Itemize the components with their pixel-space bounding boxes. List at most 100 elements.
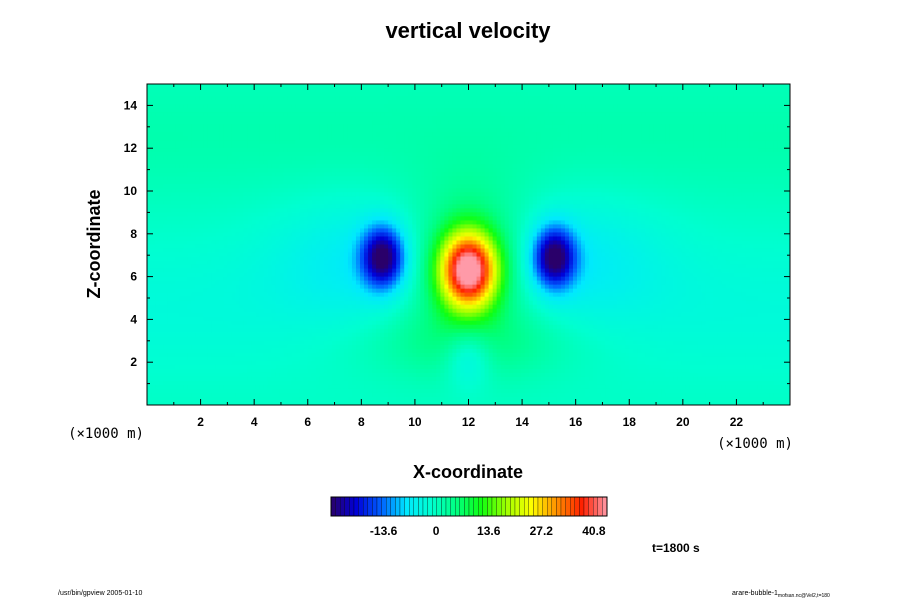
field-cell	[167, 100, 172, 105]
field-cell	[484, 148, 490, 153]
field-cell	[488, 140, 494, 145]
field-cell	[633, 104, 638, 109]
field-cell	[408, 96, 413, 101]
field-cell	[564, 200, 570, 205]
field-cell	[163, 116, 168, 121]
field-cell	[468, 112, 474, 117]
field-cell	[251, 140, 257, 145]
field-cell	[432, 96, 437, 101]
field-cell	[179, 184, 184, 189]
field-cell	[231, 148, 237, 153]
field-cell	[287, 148, 293, 153]
field-cell	[681, 160, 687, 165]
field-cell	[319, 84, 325, 89]
field-cell	[709, 116, 715, 121]
field-cell	[412, 140, 417, 145]
field-cell	[456, 160, 462, 165]
field-cell	[263, 124, 269, 129]
field-cell	[733, 120, 739, 125]
field-cell	[693, 140, 699, 145]
field-cell	[500, 156, 506, 161]
field-cell	[223, 92, 228, 97]
field-cell	[432, 124, 437, 129]
field-cell	[721, 156, 727, 161]
field-cell	[151, 208, 156, 213]
field-cell	[560, 116, 566, 121]
field-cell	[279, 196, 285, 201]
field-cell	[560, 144, 566, 149]
field-cell	[303, 152, 309, 157]
field-cell	[645, 112, 650, 117]
field-cell	[552, 160, 558, 165]
field-cell	[581, 160, 586, 165]
field-cell	[440, 124, 445, 129]
field-cell	[492, 112, 498, 117]
field-cell	[428, 164, 433, 169]
field-cell	[199, 168, 204, 173]
field-cell	[211, 104, 216, 109]
field-cell	[540, 132, 546, 137]
field-cell	[227, 124, 232, 129]
field-cell	[577, 180, 582, 185]
field-cell	[749, 172, 755, 177]
field-cell	[167, 148, 172, 153]
field-cell	[291, 128, 297, 133]
field-cell	[372, 184, 377, 189]
field-cell	[625, 132, 630, 137]
field-cell	[568, 204, 574, 209]
field-cell	[745, 84, 751, 89]
field-cell	[753, 100, 759, 105]
field-cell	[364, 92, 369, 97]
field-cell	[211, 136, 216, 141]
field-cell	[601, 96, 606, 101]
field-cell	[705, 100, 711, 105]
field-cell	[223, 96, 228, 101]
field-cell	[496, 188, 502, 193]
field-cell	[713, 160, 719, 165]
field-cell	[761, 196, 767, 201]
field-cell	[669, 132, 675, 137]
field-cell	[319, 164, 325, 169]
field-cell	[689, 148, 695, 153]
field-cell	[307, 100, 313, 105]
field-cell	[536, 112, 542, 117]
field-cell	[207, 160, 212, 165]
field-cell	[633, 168, 638, 173]
field-cell	[605, 164, 610, 169]
field-cell	[669, 192, 675, 197]
field-cell	[456, 196, 462, 201]
field-cell	[577, 168, 582, 173]
field-cell	[617, 116, 622, 121]
field-cell	[577, 128, 582, 133]
field-cell	[593, 204, 598, 209]
field-cell	[444, 164, 450, 169]
field-cell	[279, 92, 285, 97]
field-cell	[299, 124, 305, 129]
field-cell	[681, 172, 687, 177]
field-cell	[737, 164, 743, 169]
field-cell	[496, 152, 502, 157]
field-cell	[713, 152, 719, 157]
field-cell	[283, 164, 289, 169]
field-cell	[653, 200, 658, 205]
field-cell	[496, 132, 502, 137]
field-cell	[777, 116, 783, 121]
field-cell	[753, 192, 759, 197]
field-cell	[709, 196, 715, 201]
field-cell	[299, 204, 305, 209]
field-cell	[685, 176, 691, 181]
field-cell	[223, 108, 228, 113]
field-cell	[247, 180, 253, 185]
field-cell	[697, 176, 703, 181]
field-cell	[701, 184, 707, 189]
field-cell	[544, 132, 550, 137]
field-cell	[191, 108, 196, 113]
field-cell	[613, 140, 618, 145]
field-cell	[291, 148, 297, 153]
field-cell	[609, 176, 614, 181]
field-cell	[536, 136, 542, 141]
field-cell	[388, 160, 393, 165]
field-cell	[709, 168, 715, 173]
field-cell	[364, 88, 369, 93]
field-cell	[223, 136, 228, 141]
